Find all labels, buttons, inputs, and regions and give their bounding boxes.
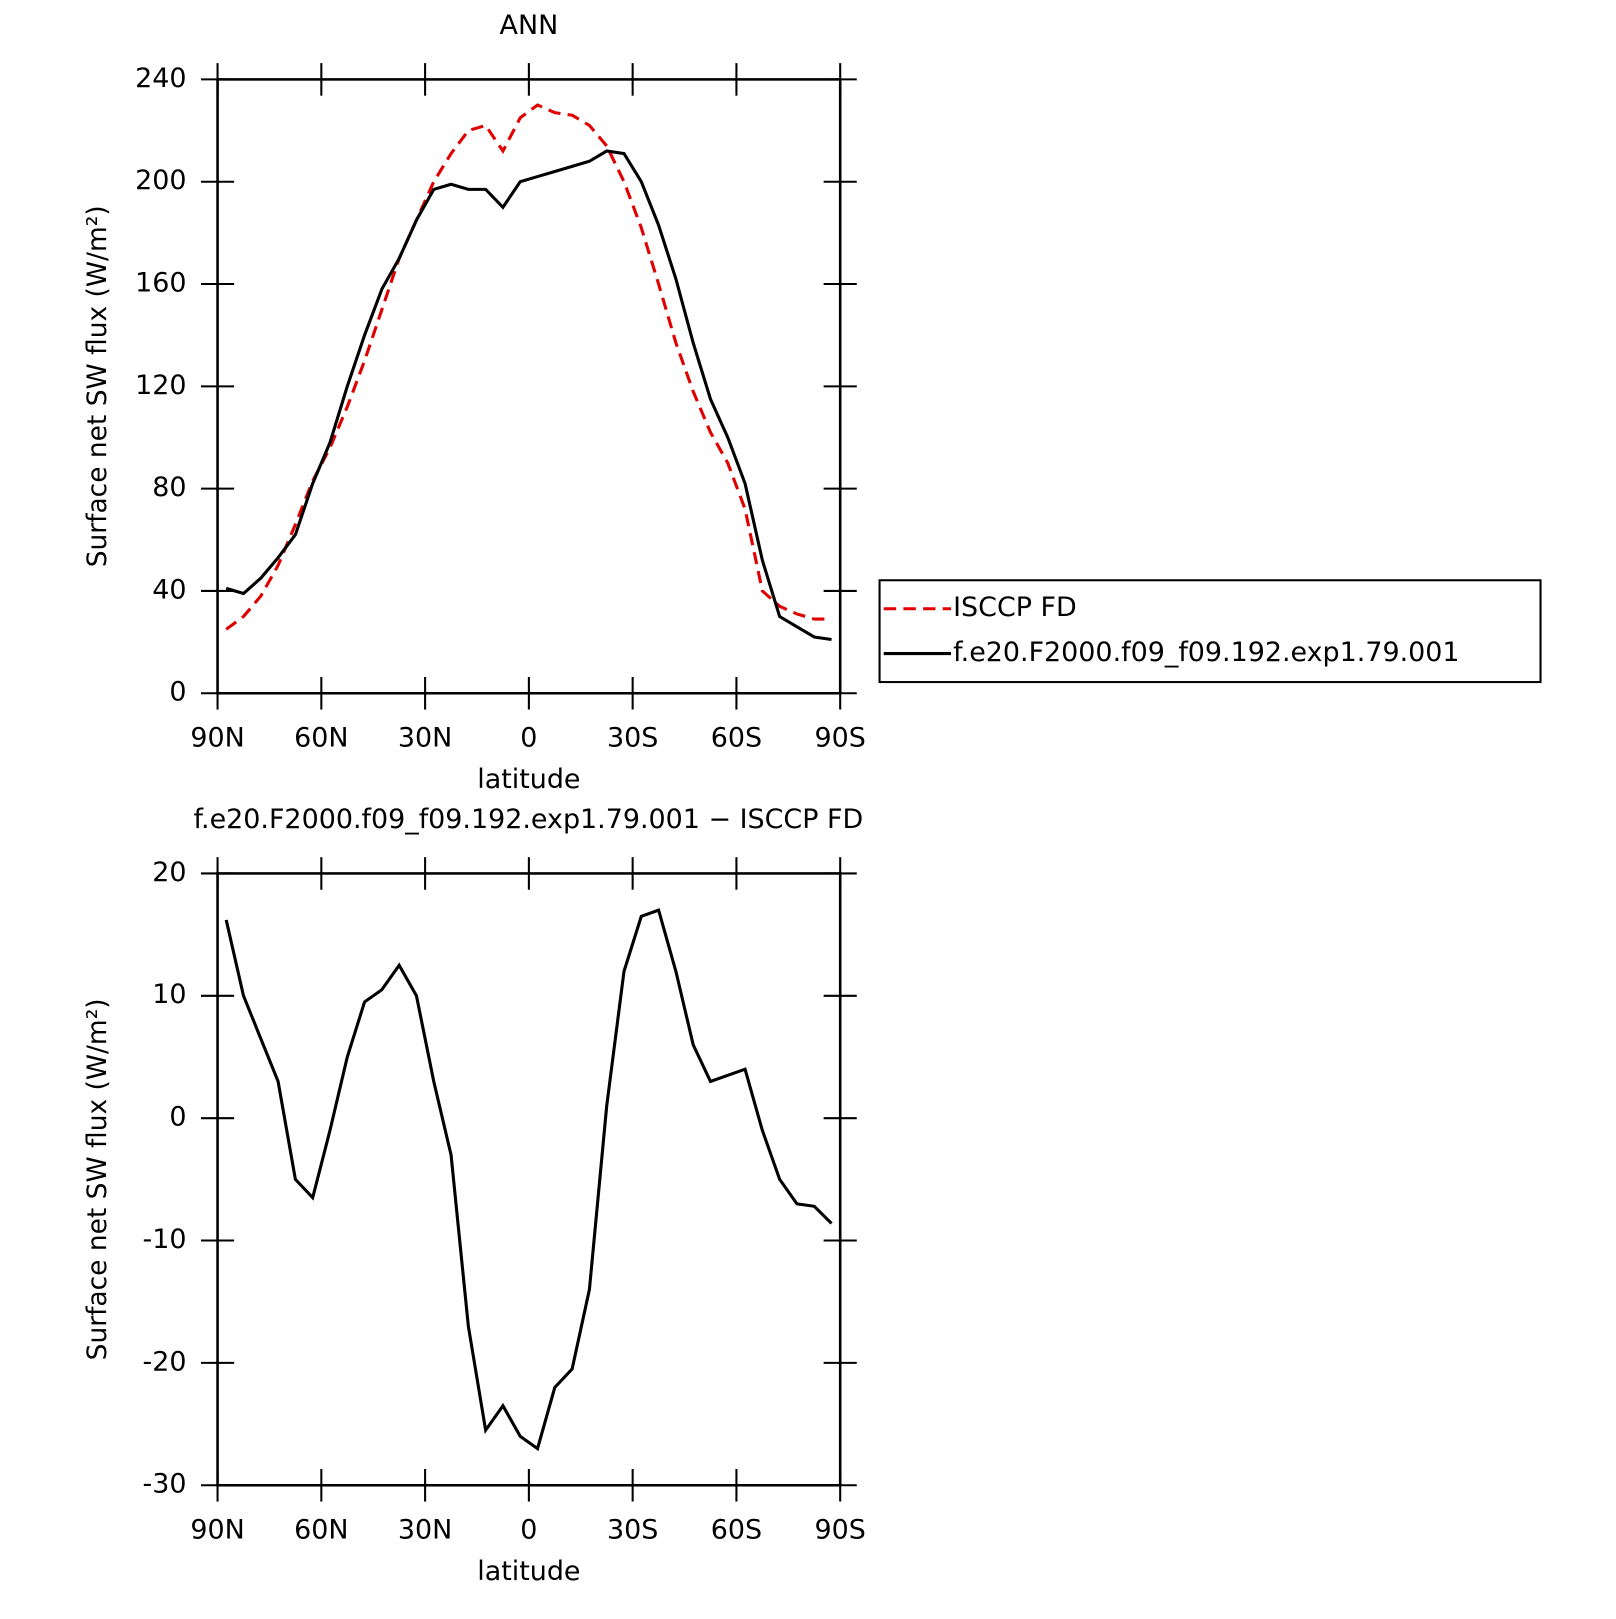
y-tick-label: 20 [152,857,186,888]
y-axis-label: Surface net SW flux (W/m²) [82,205,113,567]
x-tick-label: 30N [398,723,452,754]
x-tick-label: 60S [711,1515,762,1546]
x-tick-label: 30S [607,1515,658,1546]
y-tick-label: -10 [143,1224,187,1255]
plot-frame [216,872,842,1487]
legend-label: f.e20.F2000.f09_f09.192.exp1.79.001 [953,637,1459,668]
x-tick-label: 90S [815,723,866,754]
x-tick-label: 60N [294,723,348,754]
x-axis-label: latitude [477,764,580,795]
chart-title: ANN [500,10,559,41]
y-tick-label: 80 [152,472,186,503]
x-tick-label: 30N [398,1515,452,1546]
y-axis-label: Surface net SW flux (W/m²) [82,998,113,1360]
x-tick-label: 0 [520,1515,537,1546]
y-tick-label: 120 [135,370,186,401]
x-tick-label: 90S [815,1515,866,1546]
x-tick-label: 0 [520,723,537,754]
plot-frame [216,78,842,695]
chart-title: f.e20.F2000.f09_f09.192.exp1.79.001 − IS… [194,804,864,835]
x-tick-label: 60S [711,723,762,754]
y-tick-label: 160 [135,268,186,299]
y-tick-label: 10 [152,979,186,1010]
x-tick-label: 90N [190,723,244,754]
data-line [224,908,833,1452]
x-tick-label: 60N [294,1515,348,1546]
data-line [225,103,832,631]
y-tick-label: -30 [143,1469,187,1500]
y-tick-label: 240 [135,63,186,94]
y-tick-label: 0 [169,677,186,708]
x-axis-label: latitude [477,1556,580,1587]
data-line [225,149,832,642]
y-tick-label: 200 [135,165,186,196]
y-tick-label: -20 [143,1347,187,1378]
y-tick-label: 40 [152,575,186,606]
x-tick-label: 90N [190,1515,244,1546]
legend-label: ISCCP FD [953,592,1077,623]
x-tick-label: 30S [607,723,658,754]
y-tick-label: 0 [169,1102,186,1133]
legend-box [878,579,1542,684]
